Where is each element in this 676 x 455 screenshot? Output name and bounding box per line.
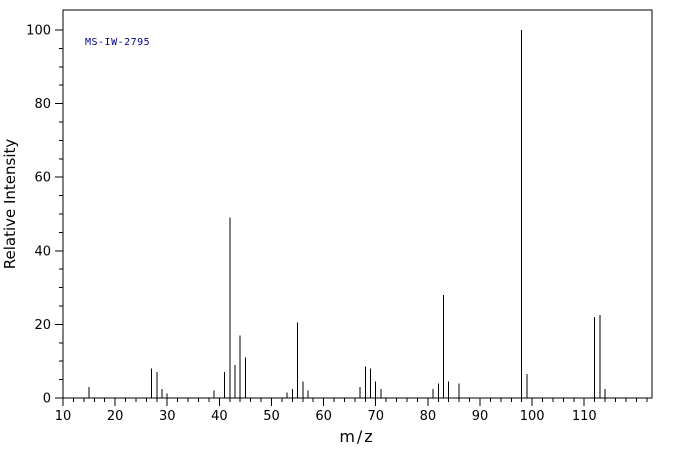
tick-labels: 10 20 30 40 50 60 70 80 90 100 110 0 20 40 60 80 100 bbox=[26, 24, 596, 425]
y-tick-label-0: 0 bbox=[43, 392, 51, 407]
x-tick-label-30: 30 bbox=[159, 409, 176, 424]
y-tick-label-80: 80 bbox=[34, 97, 51, 112]
x-tick-label-10: 10 bbox=[55, 409, 72, 424]
sample-id-label: MS-IW-2795 bbox=[85, 37, 150, 48]
x-tick-label-60: 60 bbox=[315, 409, 332, 424]
y-axis-title: Relative Intensity bbox=[1, 139, 19, 270]
x-tick-label-90: 90 bbox=[472, 409, 489, 424]
y-tick-label-20: 20 bbox=[34, 318, 51, 333]
x-axis-title: m/z bbox=[339, 427, 374, 446]
y-tick-label-40: 40 bbox=[34, 244, 51, 259]
x-tick-label-110: 110 bbox=[572, 409, 597, 424]
x-tick-label-70: 70 bbox=[367, 409, 384, 424]
x-tick-label-20: 20 bbox=[107, 409, 124, 424]
peaks bbox=[88, 30, 606, 398]
y-tick-label-60: 60 bbox=[34, 171, 51, 186]
x-tick-label-80: 80 bbox=[420, 409, 437, 424]
axes-frame bbox=[55, 9, 653, 406]
x-tick-label-100: 100 bbox=[520, 409, 545, 424]
y-tick-label-100: 100 bbox=[26, 24, 51, 39]
x-tick-label-40: 40 bbox=[211, 409, 228, 424]
x-tick-label-50: 50 bbox=[263, 409, 280, 424]
